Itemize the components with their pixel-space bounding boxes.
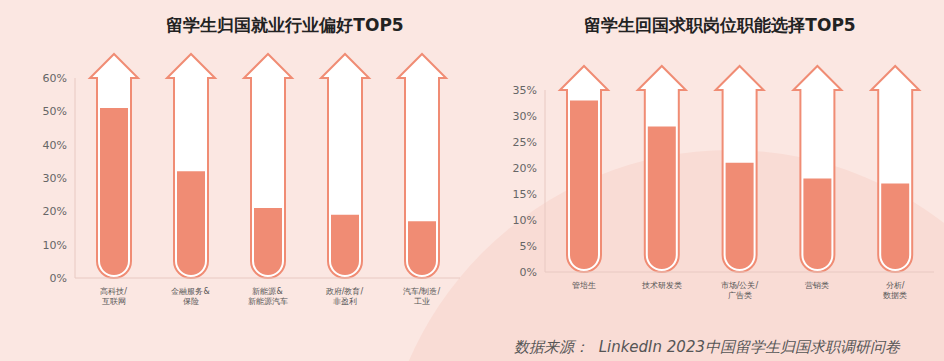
svg-text:35%: 35% [513, 84, 537, 97]
svg-text:40%: 40% [43, 139, 67, 152]
svg-text:0%: 0% [50, 272, 67, 285]
svg-text:10%: 10% [43, 239, 67, 252]
svg-text:政府/教育/非盈利: 政府/教育/非盈利 [326, 287, 364, 306]
svg-text:市场/公关/广告类: 市场/公关/广告类 [721, 281, 759, 300]
svg-text:30%: 30% [43, 172, 67, 185]
svg-text:0%: 0% [520, 266, 537, 279]
svg-text:技术研发类: 技术研发类 [641, 281, 682, 290]
svg-text:管培生: 管培生 [572, 281, 596, 290]
html-text:数据来源： LinkedIn 2023中国留学生归国求职调研: 数据来源： LinkedIn 2023中国留学生归国求职调研问卷 [514, 338, 900, 356]
svg-text:20%: 20% [513, 162, 537, 175]
svg-text:汽车/制造/工业: 汽车/制造/工业 [403, 287, 441, 306]
html-text:留学生回国求职岗位职能选择TOP5: 留学生回国求职岗位职能选择TOP5 [584, 15, 856, 35]
svg-text:60%: 60% [43, 72, 67, 85]
svg-text:营销类: 营销类 [805, 281, 829, 290]
svg-text:25%: 25% [513, 136, 537, 149]
svg-text:30%: 30% [513, 110, 537, 123]
svg-text:5%: 5% [520, 240, 537, 253]
svg-text:20%: 20% [43, 205, 67, 218]
svg-text:分析/数据类: 分析/数据类 [883, 281, 907, 300]
svg-text:50%: 50% [43, 105, 67, 118]
html-text:留学生归国就业行业偏好TOP5: 留学生归国就业行业偏好TOP5 [166, 15, 404, 35]
svg-text:15%: 15% [513, 188, 537, 201]
svg-text:金融服务&保险: 金融服务&保险 [171, 287, 209, 306]
svg-text:高科技/互联网: 高科技/互联网 [100, 287, 127, 306]
svg-text:新能源&新能源汽车: 新能源&新能源汽车 [248, 287, 288, 306]
svg-text:10%: 10% [513, 214, 537, 227]
